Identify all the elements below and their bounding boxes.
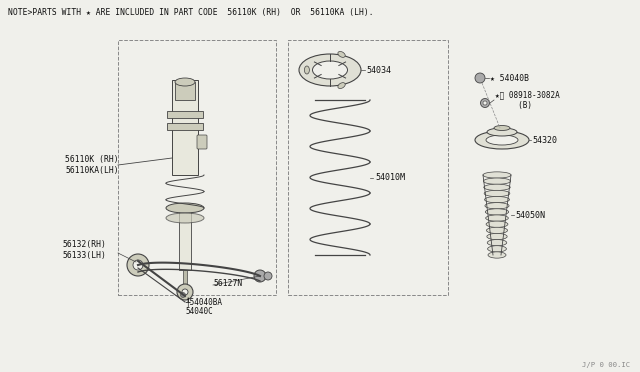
Circle shape <box>264 272 272 280</box>
Ellipse shape <box>483 178 511 184</box>
Bar <box>167 111 203 118</box>
Ellipse shape <box>487 128 517 136</box>
Ellipse shape <box>305 66 309 74</box>
Ellipse shape <box>484 190 510 197</box>
Ellipse shape <box>485 203 509 209</box>
Ellipse shape <box>175 78 195 86</box>
Text: 56110K (RH)
56110KA(LH): 56110K (RH) 56110KA(LH) <box>65 155 118 176</box>
Text: 56127N: 56127N <box>213 279 243 289</box>
Circle shape <box>133 260 143 270</box>
Ellipse shape <box>488 246 506 252</box>
Bar <box>175 82 195 100</box>
Ellipse shape <box>475 131 529 149</box>
Ellipse shape <box>487 233 507 240</box>
Ellipse shape <box>486 135 518 145</box>
Text: 54034: 54034 <box>366 65 391 74</box>
Ellipse shape <box>166 203 204 213</box>
Text: ╀54040BA: ╀54040BA <box>185 297 222 307</box>
Circle shape <box>180 292 186 298</box>
FancyBboxPatch shape <box>197 135 207 149</box>
Circle shape <box>475 73 485 83</box>
Ellipse shape <box>486 215 508 221</box>
Circle shape <box>254 270 266 282</box>
Circle shape <box>483 101 487 105</box>
Circle shape <box>182 289 188 295</box>
Text: ★ 54040B: ★ 54040B <box>490 74 529 83</box>
Ellipse shape <box>483 172 511 178</box>
Ellipse shape <box>494 125 510 131</box>
Bar <box>179 210 191 270</box>
Ellipse shape <box>487 240 507 246</box>
Ellipse shape <box>299 54 361 86</box>
Text: 54320: 54320 <box>532 135 557 144</box>
Bar <box>288 40 448 295</box>
Ellipse shape <box>312 61 348 79</box>
Bar <box>172 80 198 175</box>
Ellipse shape <box>484 184 510 190</box>
Text: 56132(RH)
56133(LH): 56132(RH) 56133(LH) <box>62 240 106 260</box>
Text: NOTE>PARTS WITH ★ ARE INCLUDED IN PART CODE  56110K (RH)  OR  56110KA (LH).: NOTE>PARTS WITH ★ ARE INCLUDED IN PART C… <box>8 8 374 17</box>
Ellipse shape <box>486 227 508 234</box>
Ellipse shape <box>166 213 204 223</box>
Circle shape <box>177 284 193 300</box>
Ellipse shape <box>338 83 345 89</box>
Text: 54010M: 54010M <box>375 173 405 182</box>
Ellipse shape <box>488 252 506 258</box>
Ellipse shape <box>486 221 508 227</box>
Bar <box>167 123 203 130</box>
Ellipse shape <box>484 196 509 203</box>
Bar <box>118 40 276 295</box>
Bar <box>181 289 189 295</box>
Ellipse shape <box>338 51 345 57</box>
Text: J/P 0 00.IC: J/P 0 00.IC <box>582 362 630 368</box>
Circle shape <box>481 99 490 108</box>
Ellipse shape <box>485 209 509 215</box>
Bar <box>183 268 187 290</box>
Text: 54040C: 54040C <box>185 308 212 317</box>
Circle shape <box>127 254 149 276</box>
Text: ★Ⓝ 08918-3082A
     (B): ★Ⓝ 08918-3082A (B) <box>495 90 560 110</box>
Text: 54050N: 54050N <box>515 211 545 219</box>
